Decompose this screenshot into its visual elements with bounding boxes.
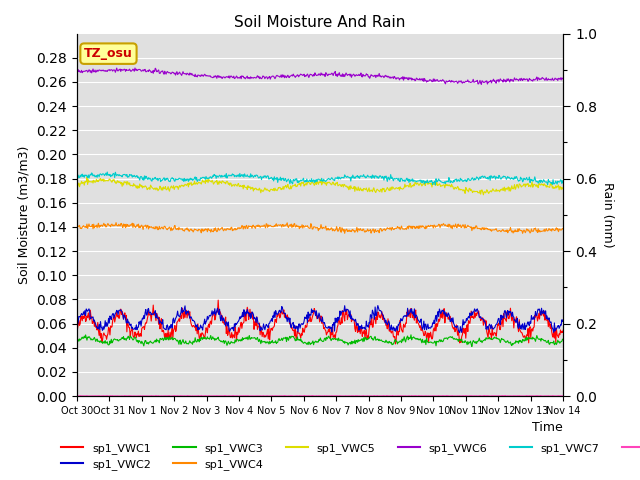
sp1_Rain (132, 393, 140, 399)
sp1_VWC3 (407, 332, 415, 338)
sp1_VWC2 (73, 318, 81, 324)
sp1_VWC6 (132, 66, 140, 72)
sp1_VWC5 (132, 185, 140, 191)
sp1_VWC4 (182, 226, 189, 232)
sp1_VWC5 (83, 174, 91, 180)
Line: sp1_VWC5: sp1_VWC5 (77, 177, 563, 195)
sp1_VWC2 (380, 313, 387, 319)
sp1_VWC7 (207, 175, 215, 181)
sp1_VWC6 (380, 73, 387, 79)
sp1_VWC4 (73, 226, 81, 232)
sp1_VWC1 (559, 327, 567, 333)
sp1_VWC7 (559, 180, 567, 185)
sp1_VWC5 (207, 179, 215, 185)
sp1_VWC4 (380, 227, 387, 233)
sp1_VWC1 (82, 319, 90, 324)
sp1_VWC3 (73, 337, 81, 343)
sp1_VWC2 (207, 313, 214, 319)
sp1_VWC5 (73, 184, 81, 190)
sp1_VWC4 (207, 227, 215, 232)
sp1_VWC1 (392, 341, 399, 347)
sp1_VWC6 (477, 82, 485, 87)
sp1_Rain (82, 393, 90, 399)
Line: sp1_VWC2: sp1_VWC2 (77, 306, 563, 333)
sp1_VWC7 (132, 173, 140, 179)
sp1_VWC6 (207, 74, 215, 80)
sp1_VWC1 (73, 325, 81, 331)
sp1_VWC4 (559, 226, 567, 232)
sp1_Rain (380, 393, 387, 398)
sp1_VWC3 (468, 344, 476, 349)
Title: Soil Moisture And Rain: Soil Moisture And Rain (234, 15, 406, 30)
sp1_VWC3 (132, 335, 140, 341)
sp1_Rain (559, 393, 567, 399)
sp1_VWC6 (131, 65, 139, 71)
sp1_VWC7 (394, 176, 401, 182)
sp1_VWC7 (431, 182, 439, 188)
sp1_VWC1 (380, 312, 387, 318)
sp1_Rain (394, 393, 401, 399)
sp1_VWC2 (132, 326, 140, 332)
sp1_VWC6 (182, 71, 189, 77)
sp1_VWC4 (132, 223, 140, 229)
sp1_Rain (197, 393, 205, 398)
sp1_VWC2 (374, 303, 381, 309)
sp1_VWC7 (182, 176, 189, 182)
sp1_VWC4 (394, 224, 401, 229)
sp1_VWC6 (73, 70, 81, 75)
Legend: sp1_VWC1, sp1_VWC2, sp1_VWC3, sp1_VWC4, sp1_VWC5, sp1_VWC6, sp1_VWC7, sp1_Rain: sp1_VWC1, sp1_VWC2, sp1_VWC3, sp1_VWC4, … (57, 438, 640, 474)
sp1_VWC3 (559, 337, 567, 343)
sp1_Rain (431, 393, 439, 399)
sp1_VWC7 (82, 173, 90, 179)
sp1_VWC2 (456, 330, 463, 336)
sp1_VWC1 (207, 318, 214, 324)
sp1_VWC7 (104, 169, 111, 175)
sp1_VWC3 (207, 333, 214, 338)
sp1_VWC4 (112, 220, 120, 226)
sp1_VWC2 (181, 303, 189, 309)
sp1_VWC5 (82, 179, 90, 185)
sp1_VWC3 (379, 339, 387, 345)
Line: sp1_VWC7: sp1_VWC7 (77, 172, 563, 185)
X-axis label: Time: Time (532, 421, 563, 434)
sp1_VWC3 (393, 338, 401, 344)
sp1_VWC5 (394, 186, 401, 192)
Line: sp1_VWC4: sp1_VWC4 (77, 223, 563, 233)
sp1_VWC2 (559, 317, 567, 323)
sp1_Rain (73, 393, 81, 399)
Line: sp1_VWC3: sp1_VWC3 (77, 335, 563, 347)
sp1_VWC5 (479, 192, 487, 198)
sp1_VWC3 (181, 340, 189, 346)
sp1_VWC1 (394, 332, 402, 338)
sp1_VWC2 (394, 327, 401, 333)
sp1_VWC5 (559, 186, 567, 192)
Line: sp1_VWC1: sp1_VWC1 (77, 300, 563, 344)
sp1_VWC1 (214, 297, 222, 303)
sp1_Rain (207, 393, 215, 399)
Y-axis label: Soil Moisture (m3/m3): Soil Moisture (m3/m3) (18, 145, 31, 284)
sp1_VWC7 (380, 174, 387, 180)
sp1_VWC7 (73, 174, 81, 180)
sp1_VWC6 (82, 68, 90, 74)
sp1_VWC1 (132, 332, 140, 337)
sp1_VWC1 (181, 314, 189, 320)
sp1_VWC3 (82, 332, 90, 338)
sp1_VWC4 (82, 224, 90, 229)
Text: TZ_osu: TZ_osu (84, 47, 133, 60)
sp1_VWC5 (380, 187, 387, 192)
sp1_VWC2 (82, 312, 90, 318)
sp1_VWC4 (519, 230, 527, 236)
Line: sp1_VWC6: sp1_VWC6 (77, 68, 563, 84)
sp1_VWC6 (394, 75, 401, 81)
sp1_VWC5 (182, 182, 189, 188)
sp1_Rain (181, 393, 189, 399)
sp1_VWC6 (559, 76, 567, 82)
Y-axis label: Rain (mm): Rain (mm) (601, 182, 614, 248)
